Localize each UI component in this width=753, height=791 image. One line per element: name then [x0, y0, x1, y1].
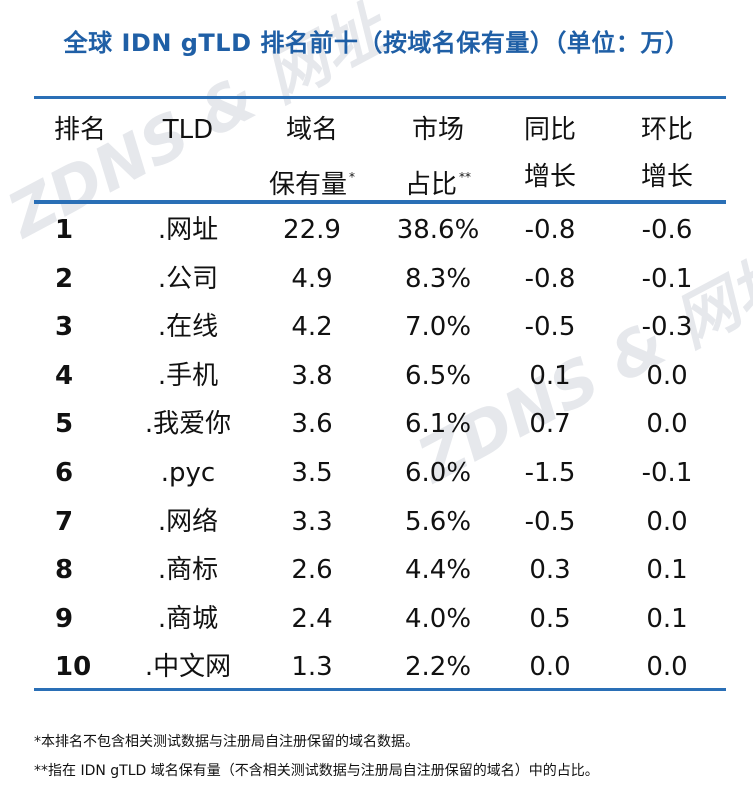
table-cell-rank: 4	[55, 360, 74, 391]
table-cell-yoy: 0.1	[529, 360, 571, 391]
table-cell-tld: .在线	[157, 312, 219, 343]
table-cell-rank: 8	[55, 555, 74, 586]
table-cell-holdings: 2.6	[291, 555, 333, 586]
table-cell-share: 6.5%	[404, 360, 472, 391]
table-cell-yoy: -0.5	[524, 312, 576, 343]
table-cell-rank: 5	[55, 409, 74, 440]
table-cell-rank: 9	[55, 603, 74, 634]
column-header: 同比	[523, 115, 577, 145]
table-cell-yoy: -1.5	[524, 458, 576, 488]
column-header-text: 保有量	[268, 170, 348, 200]
footnote-2: **指在 IDN gTLD 域名保有量（不含相关测试数据与注册局自注册保留的域名…	[34, 763, 599, 779]
table-cell-tld: .商城	[157, 603, 219, 634]
column-header-line2: 增长	[641, 159, 693, 195]
column-header: 域名	[285, 115, 339, 145]
table-cell-holdings: 1.3	[291, 652, 333, 683]
table-cell-rank: 1	[55, 215, 74, 245]
table-cell-yoy: -0.5	[524, 506, 576, 537]
table-bottom-rule	[34, 688, 726, 691]
table-cell-share: 6.1%	[404, 409, 472, 440]
table-cell-holdings: 22.9	[283, 215, 341, 245]
table-cell-tld: .рус	[160, 458, 216, 488]
table-cell-yoy: -0.8	[524, 263, 576, 294]
table-cell-tld: .手机	[157, 360, 219, 391]
table-cell-mom: 0.0	[646, 360, 688, 391]
table-top-rule	[34, 96, 726, 99]
table-cell-share: 4.4%	[404, 555, 472, 586]
table-cell-holdings: 2.4	[291, 603, 333, 634]
column-header-text: 占比	[404, 170, 458, 200]
table-title: 全球 IDN gTLD 排名前十（按域名保有量）（单位：万）	[63, 29, 690, 57]
table-cell-mom: 0.1	[646, 603, 688, 634]
table-cell-mom: -0.1	[641, 263, 693, 294]
table-cell-mom: 0.1	[646, 555, 688, 586]
table-cell-holdings: 3.3	[291, 506, 333, 537]
table-cell-rank: 7	[55, 506, 74, 537]
table-cell-yoy: 0.5	[529, 603, 571, 634]
table-cell-yoy: 0.3	[529, 555, 571, 586]
column-header-text: 增长	[523, 162, 577, 192]
column-header-text: 增长	[640, 162, 694, 192]
footnote-mark: *	[349, 170, 356, 184]
table-cell-share: 8.3%	[404, 263, 472, 294]
table-cell-mom: 0.0	[646, 409, 688, 440]
footnote-mark: **	[459, 170, 472, 184]
table-cell-rank: 3	[55, 312, 74, 343]
column-header: TLD	[162, 115, 214, 145]
table-cell-rank: 6	[55, 458, 74, 488]
column-header-line2: 增长	[524, 159, 576, 195]
table-cell-yoy: 0.7	[529, 409, 571, 440]
table-cell-tld: .商标	[157, 555, 219, 586]
table-cell-holdings: 3.6	[291, 409, 333, 440]
table-cell-tld: .网络	[157, 506, 219, 537]
table-cell-rank: 10	[55, 652, 92, 683]
column-header: 市场	[411, 115, 465, 145]
table-cell-yoy: -0.8	[524, 215, 576, 245]
table-cell-mom: -0.6	[641, 215, 693, 245]
table-cell-holdings: 3.5	[291, 458, 333, 488]
table-cell-tld: .中文网	[144, 652, 232, 683]
table-cell-mom: -0.3	[641, 312, 693, 343]
table-header-rule	[34, 200, 726, 204]
table-cell-share: 38.6%	[396, 215, 480, 245]
table-cell-tld: .网址	[157, 215, 219, 245]
column-header-line2: 占比 **	[405, 159, 471, 203]
table-cell-rank: 2	[55, 263, 74, 294]
table-cell-mom: -0.1	[641, 458, 693, 488]
table-cell-holdings: 3.8	[291, 360, 333, 391]
table-cell-tld: .我爱你	[144, 409, 232, 440]
table-cell-tld: .公司	[157, 263, 219, 294]
footnote-1: *本排名不包含相关测试数据与注册局自注册保留的域名数据。	[34, 734, 419, 750]
column-header-line2: 保有量 *	[269, 159, 355, 203]
table-cell-share: 4.0%	[404, 603, 472, 634]
table-cell-share: 6.0%	[404, 458, 472, 488]
column-header: 排名	[53, 115, 107, 145]
table-cell-yoy: 0.0	[529, 652, 571, 683]
table-cell-holdings: 4.2	[291, 312, 333, 343]
table-cell-share: 2.2%	[404, 652, 472, 683]
table-cell-mom: 0.0	[646, 652, 688, 683]
table-cell-share: 5.6%	[404, 506, 472, 537]
table-cell-share: 7.0%	[404, 312, 472, 343]
column-header: 环比	[640, 115, 694, 145]
table-cell-mom: 0.0	[646, 506, 688, 537]
table-cell-holdings: 4.9	[291, 263, 333, 294]
